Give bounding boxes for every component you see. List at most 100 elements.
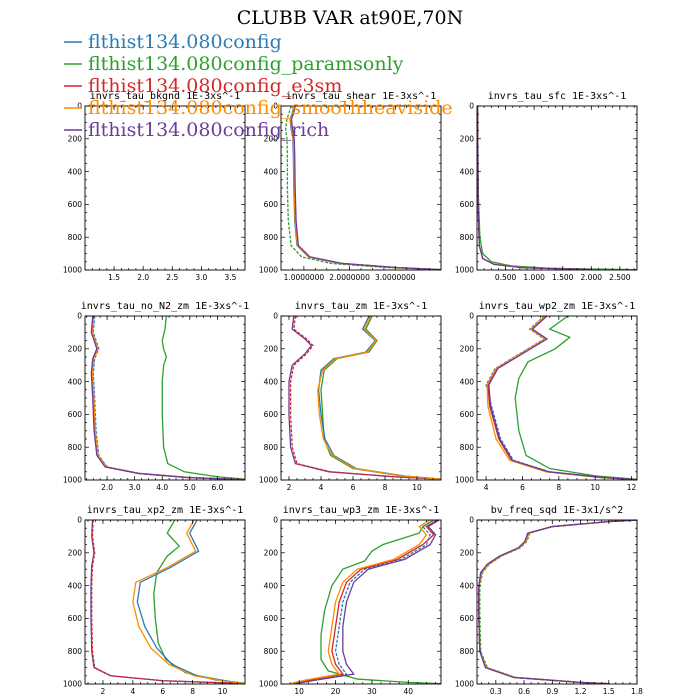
series-line	[479, 520, 637, 684]
legend-item: flthist134.080config_rich	[64, 119, 329, 141]
y-tick-label: 0	[469, 516, 474, 525]
x-tick-label: 1.0000000	[284, 273, 325, 282]
legend-item: flthist134.080config_paramsonly	[64, 53, 404, 75]
panel-invrs_tau_xp2_zm: invrs_tau_xp2_zm 1E-3xs^-1 0 200 400 600 800 1…	[63, 505, 246, 696]
series-line	[132, 520, 245, 684]
x-tick-label: 4.0	[156, 483, 168, 492]
y-tick-label: 800	[460, 443, 475, 452]
x-tick-label: 3.0	[129, 483, 141, 492]
legend-label: flthist134.080config_paramsonly	[88, 53, 404, 75]
y-tick-label: 400	[68, 167, 83, 176]
series-line	[478, 520, 637, 684]
series-line	[288, 316, 441, 480]
y-tick-label: 0	[273, 516, 278, 525]
y-tick-label: 600	[68, 410, 83, 419]
x-tick-label: 1.000	[523, 273, 545, 282]
x-tick-label: 0.3	[490, 687, 502, 696]
x-tick-label: 10	[218, 687, 228, 696]
series-line	[488, 316, 637, 480]
series-line	[317, 316, 441, 480]
x-tick-label: 1.8	[631, 687, 643, 696]
y-tick-label: 400	[68, 377, 83, 386]
series-group	[291, 520, 441, 684]
y-tick-label: 1000	[63, 266, 82, 275]
x-tick-label: 6	[520, 483, 525, 492]
series-group	[90, 520, 245, 684]
y-tick-label: 400	[460, 581, 475, 590]
series-line	[317, 316, 441, 480]
plot-frame	[84, 519, 246, 685]
x-tick-label: 4	[484, 483, 489, 492]
y-tick-label: 0	[77, 102, 82, 111]
series-line	[320, 316, 441, 480]
x-tick-label: 3.0000000	[375, 273, 416, 282]
y-tick-label: 800	[460, 647, 475, 656]
plot-frame	[280, 519, 442, 685]
panel-title: invrs_tau_no_N2_zm 1E-3xs^-1	[81, 301, 250, 312]
plot-frame	[476, 105, 638, 271]
y-tick-label: 1000	[63, 476, 82, 485]
y-tick-label: 1000	[455, 476, 474, 485]
y-tick-label: 600	[460, 410, 475, 419]
y-tick-label: 800	[68, 647, 83, 656]
x-tick-label: 10	[412, 483, 422, 492]
y-tick-label: 0	[77, 312, 82, 321]
series-line	[91, 316, 245, 480]
series-group	[90, 316, 245, 480]
y-tick-label: 1000	[259, 680, 278, 689]
x-tick-label: 1.5	[603, 687, 615, 696]
y-tick-label: 200	[460, 135, 475, 144]
x-tick-label: 3.5	[224, 273, 236, 282]
y-tick-label: 200	[264, 135, 279, 144]
series-line	[295, 520, 440, 684]
series-line	[477, 106, 592, 270]
x-tick-label: 5.0	[184, 483, 196, 492]
panel-invrs_tau_wp2_zm: invrs_tau_wp2_zm 1E-3xs^-1 0 200 400 600 800 1…	[455, 301, 638, 492]
series-group	[284, 106, 441, 270]
panel-invrs_tau_wp3_zm: invrs_tau_wp3_zm 1E-3xs^-1 0 200 400 600 800 1…	[259, 505, 442, 696]
x-tick-label: 12	[627, 483, 637, 492]
x-tick-label: 20	[331, 687, 341, 696]
y-tick-label: 400	[264, 581, 279, 590]
series-line	[477, 106, 637, 270]
y-tick-label: 400	[460, 167, 475, 176]
panel-title: invrs_tau_bkgnd 1E-3xs^-1	[90, 91, 241, 102]
x-tick-label: 2.0	[101, 483, 113, 492]
y-tick-label: 200	[68, 549, 83, 558]
x-tick-label: 2	[287, 483, 292, 492]
y-tick-label: 400	[68, 581, 83, 590]
y-tick-label: 400	[264, 377, 279, 386]
x-tick-label: 0.9	[546, 687, 558, 696]
y-tick-label: 600	[264, 200, 279, 209]
x-tick-label: 1.500	[552, 273, 574, 282]
y-tick-label: 400	[264, 167, 279, 176]
y-tick-label: 0	[77, 516, 82, 525]
y-tick-label: 800	[264, 443, 279, 452]
plot-frame	[84, 315, 246, 481]
series-line	[290, 106, 441, 270]
plot-frame	[476, 519, 638, 685]
y-tick-label: 0	[469, 102, 474, 111]
legend-label: flthist134.080config	[88, 31, 282, 53]
series-line	[91, 316, 245, 480]
series-line	[91, 520, 245, 684]
series-line	[291, 520, 435, 684]
y-tick-label: 1000	[455, 266, 474, 275]
panel-title: bv_freq_sqd 1E-3x1/s^2	[491, 505, 623, 516]
x-tick-label: 6.0	[211, 483, 223, 492]
y-tick-label: 800	[68, 443, 83, 452]
panels-group: invrs_tau_bkgnd 1E-3xs^-1020040060080010…	[63, 91, 643, 696]
series-group	[288, 316, 441, 480]
legend-item: flthist134.080config_e3sm	[64, 75, 342, 97]
legend-item: flthist134.080config	[64, 31, 282, 53]
series-line	[514, 316, 637, 480]
x-tick-label: 10	[294, 687, 304, 696]
series-line	[92, 316, 245, 480]
series-line	[291, 520, 438, 684]
y-tick-label: 400	[460, 377, 475, 386]
x-tick-label: 2.500	[609, 273, 631, 282]
legend-label: flthist134.080config_e3sm	[88, 75, 342, 97]
series-line	[90, 520, 245, 684]
y-tick-label: 600	[68, 200, 83, 209]
